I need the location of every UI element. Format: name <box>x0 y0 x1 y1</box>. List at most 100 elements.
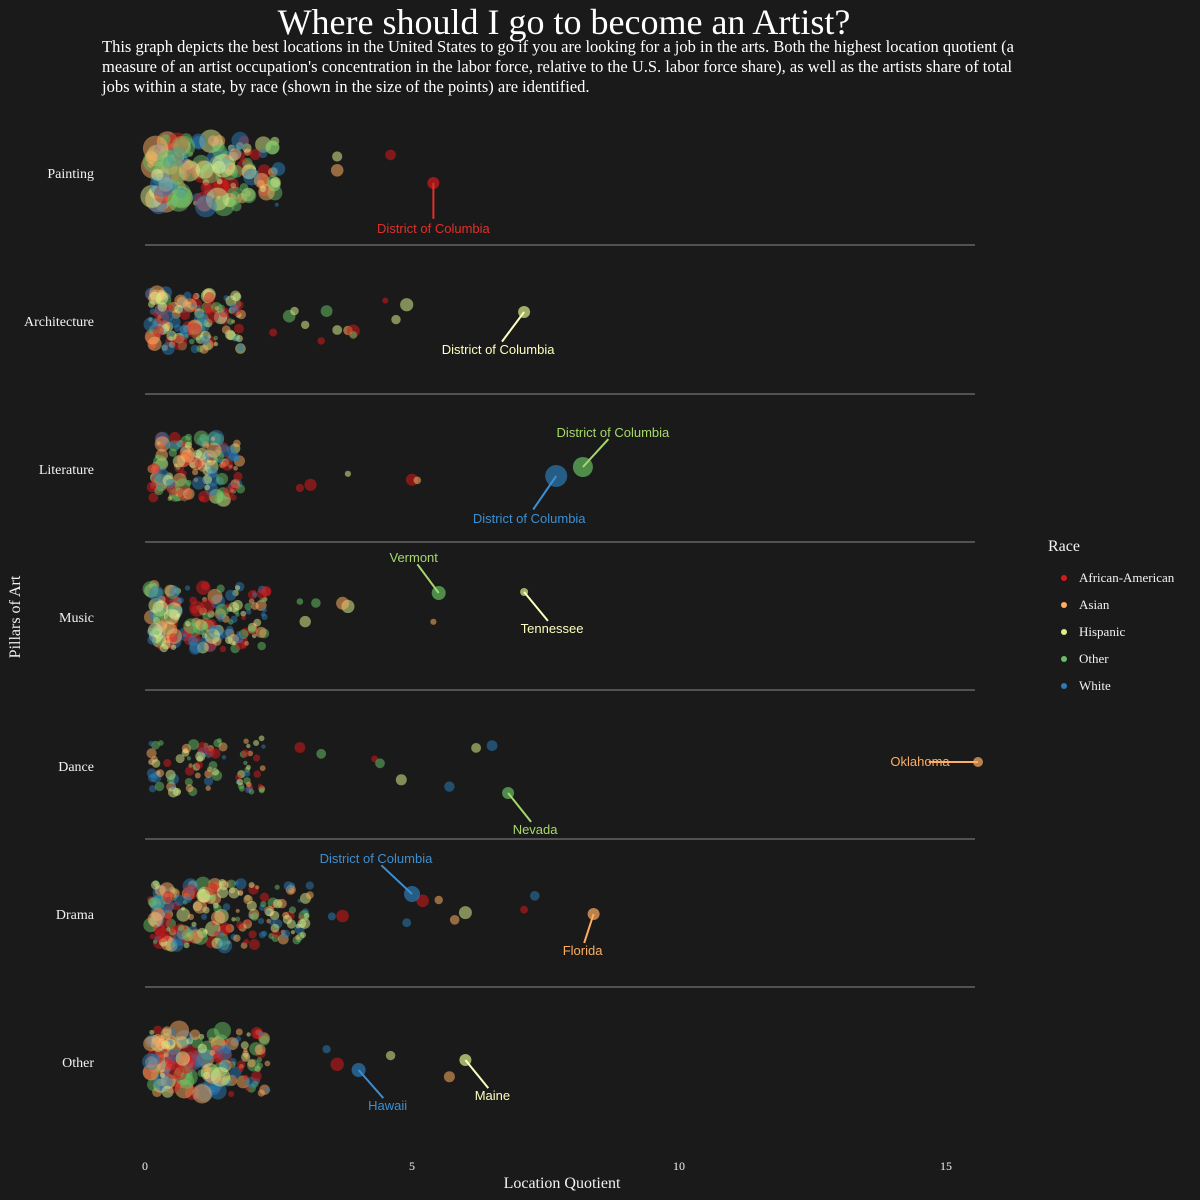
legend-swatch <box>1061 574 1067 581</box>
data-point <box>228 887 240 899</box>
data-point <box>155 927 170 943</box>
annotation-leader <box>507 792 532 823</box>
data-point <box>222 459 234 471</box>
data-point <box>230 290 241 301</box>
data-point <box>185 301 192 308</box>
data-point <box>142 1053 159 1070</box>
data-point <box>416 894 430 908</box>
data-point <box>186 756 192 761</box>
data-point <box>221 325 231 335</box>
data-point <box>268 918 275 926</box>
data-point <box>413 476 422 485</box>
data-point <box>188 739 200 750</box>
data-point <box>251 602 259 610</box>
data-point <box>204 484 211 491</box>
data-point <box>176 598 181 603</box>
legend-label: White <box>1079 677 1111 693</box>
data-point <box>175 1051 190 1066</box>
data-point <box>147 161 154 168</box>
data-point <box>458 906 472 920</box>
data-point <box>257 783 263 789</box>
data-point <box>208 429 225 446</box>
data-point <box>265 1087 271 1093</box>
data-point <box>191 921 197 927</box>
data-point <box>157 484 163 491</box>
annotation-leader <box>357 1069 385 1099</box>
data-point <box>244 770 251 777</box>
data-point <box>259 598 264 603</box>
data-point <box>163 608 180 625</box>
data-point <box>229 198 238 207</box>
data-point <box>154 436 171 452</box>
data-point <box>209 1049 216 1056</box>
legend-item: African-American <box>1048 564 1198 591</box>
data-point <box>143 1036 159 1052</box>
legend-title: Race <box>1048 538 1080 555</box>
data-point <box>148 291 162 305</box>
data-point <box>225 589 237 601</box>
annotation-label: Vermont <box>389 550 438 565</box>
data-point <box>151 168 164 181</box>
y-axis-title: Pillars of Art <box>7 575 24 658</box>
data-point <box>163 759 172 767</box>
data-point <box>192 469 199 476</box>
data-point <box>257 1089 265 1097</box>
annotation-leader <box>532 475 558 511</box>
data-point <box>258 918 265 925</box>
data-point <box>207 467 218 478</box>
data-point <box>233 934 241 942</box>
data-point <box>223 486 235 498</box>
data-point <box>230 182 237 189</box>
data-point <box>218 742 228 752</box>
data-point <box>243 938 250 945</box>
data-point <box>217 459 222 464</box>
x-tick-label: 10 <box>673 1159 685 1173</box>
data-point <box>240 156 247 163</box>
data-point <box>248 598 255 605</box>
legend-item: Other <box>1048 645 1198 672</box>
data-point <box>163 636 171 644</box>
data-point <box>161 309 174 322</box>
data-point <box>168 448 177 457</box>
data-point <box>243 738 249 744</box>
data-point <box>520 905 528 914</box>
data-point <box>295 923 301 929</box>
data-point <box>232 641 237 646</box>
data-point <box>196 888 210 903</box>
data-point <box>233 465 238 471</box>
data-point <box>148 585 165 602</box>
annotation-leader <box>380 864 413 895</box>
annotation-label: District of Columbia <box>473 511 586 526</box>
data-point <box>193 430 209 446</box>
data-point <box>247 625 257 634</box>
data-point <box>402 918 412 928</box>
data-point <box>176 907 191 922</box>
data-point <box>154 454 160 459</box>
data-point <box>322 1045 331 1054</box>
data-point <box>213 335 218 341</box>
category-label: Drama <box>56 908 95 923</box>
data-point <box>208 626 216 634</box>
data-point <box>294 742 306 753</box>
data-point <box>274 884 280 890</box>
legend-label: Asian <box>1079 596 1110 612</box>
data-point <box>169 633 178 642</box>
data-point <box>198 490 211 503</box>
data-point <box>211 153 236 178</box>
data-point <box>204 776 214 786</box>
data-point <box>265 140 280 155</box>
annotation-label: Oklahoma <box>890 754 950 769</box>
data-point <box>257 641 267 651</box>
data-point <box>204 292 215 303</box>
data-point <box>273 899 283 909</box>
data-point <box>172 335 188 351</box>
data-point <box>316 748 327 759</box>
data-point <box>155 1068 160 1073</box>
data-point <box>245 919 251 925</box>
data-point <box>197 741 209 753</box>
data-point <box>153 1025 163 1035</box>
data-point <box>148 740 154 747</box>
data-point <box>206 442 222 458</box>
data-point <box>241 749 250 758</box>
data-point <box>235 916 241 922</box>
